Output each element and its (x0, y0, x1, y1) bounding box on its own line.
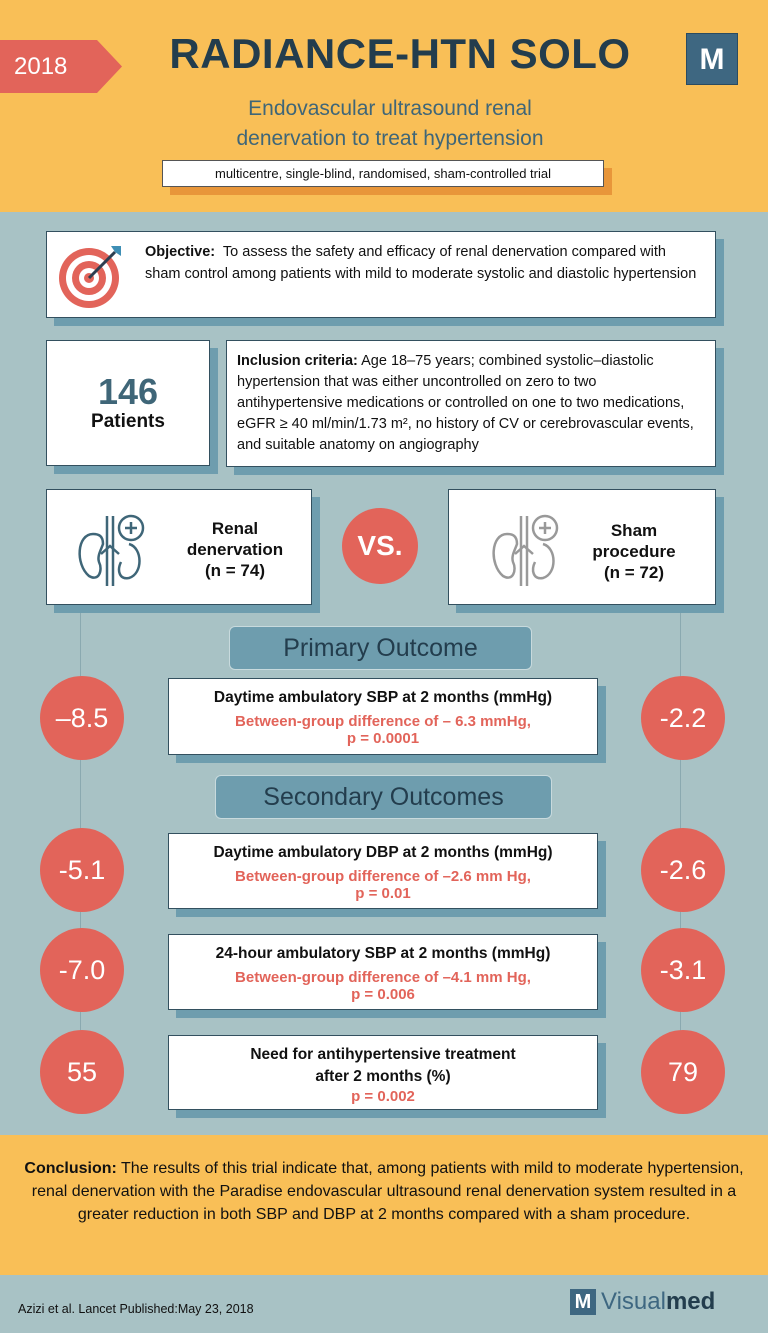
arm-sham-procedure: Sham procedure (n = 72) (448, 489, 716, 605)
patients-count: 146 (97, 371, 159, 412)
brand-name-a: Visual (601, 1288, 666, 1315)
brand-logo-mark: M (570, 1289, 596, 1315)
left-value-circle: -7.0 (40, 928, 124, 1012)
right-value-circle: -2.6 (641, 828, 725, 912)
outcome-box: 24-hour ambulatory SBP at 2 months (mmHg… (168, 934, 598, 1010)
page-title: RADIANCE-HTN SOLO (169, 30, 631, 77)
outcome-box: Daytime ambulatory SBP at 2 months (mmHg… (168, 678, 598, 755)
inclusion-box: Inclusion criteria: Age 18–75 years; com… (226, 340, 716, 467)
outcome-title: Daytime ambulatory SBP at 2 months (mmHg… (213, 689, 553, 706)
subtitle-line: denervation to treat hypertension (236, 127, 544, 150)
kidney-icon (78, 514, 145, 586)
logo: M (686, 33, 738, 85)
left-value-circle: –8.5 (40, 676, 124, 760)
kidney-icon (492, 514, 559, 586)
objective-text: To assess the safety and efficacy of ren… (145, 244, 697, 282)
conclusion: Conclusion: The results of this trial in… (0, 1135, 768, 1275)
primary-outcome-heading: Primary Outcome (229, 626, 532, 670)
arm-label-line: procedure (592, 542, 676, 561)
vs-badge: VS. (342, 508, 418, 584)
outcome-title: Need for antihypertensive treatment (250, 1046, 516, 1063)
outcome-box: Daytime ambulatory DBP at 2 months (mmHg… (168, 833, 598, 909)
year-tag: 2018 (0, 40, 122, 93)
outcome-difference: Between-group difference of – 6.3 mmHg, (235, 713, 531, 730)
arm-n: (n = 74) (205, 561, 265, 580)
patients-box: 146 Patients (46, 340, 210, 466)
outcome-p-value: p = 0.002 (351, 1088, 415, 1105)
subtitle-line: Endovascular ultrasound renal (248, 97, 532, 120)
outcome-p-value: p = 0.01 (355, 885, 411, 902)
inclusion-text: Age 18–75 years; combined systolic–diast… (237, 353, 694, 453)
secondary-outcomes-heading: Secondary Outcomes (215, 775, 552, 819)
objective-label: Objective: (145, 244, 216, 260)
right-value-circle: -2.2 (641, 676, 725, 760)
trial-design: multicentre, single-blind, randomised, s… (162, 160, 604, 187)
arm-label-line: Sham (610, 521, 658, 540)
objective-box: Objective: To assess the safety and effi… (46, 231, 716, 318)
arm-renal-denervation: Renal denervation (n = 74) (46, 489, 312, 605)
conclusion-text: The results of this trial indicate that,… (31, 1160, 744, 1223)
outcome-p-value: p = 0.006 (351, 986, 415, 1003)
outcome-title-line2: after 2 months (%) (315, 1068, 451, 1085)
outcome-box: Need for antihypertensive treatment afte… (168, 1035, 598, 1110)
arm-n: (n = 72) (604, 563, 664, 582)
patients-label: Patients (91, 411, 165, 432)
right-value-circle: -3.1 (641, 928, 725, 1012)
outcome-p-value: p = 0.0001 (346, 730, 420, 747)
inclusion-label: Inclusion criteria: (237, 353, 358, 369)
brand-name-b: med (665, 1288, 716, 1315)
outcome-difference: Between-group difference of –2.6 mm Hg, (235, 868, 531, 885)
subtitle: Endovascular ultrasound renal denervatio… (150, 94, 630, 154)
arm-label-line: denervation (186, 540, 284, 559)
left-value-circle: -5.1 (40, 828, 124, 912)
brand-logo: M Visualmed (570, 1288, 715, 1316)
conclusion-label: Conclusion: (24, 1160, 117, 1177)
outcome-difference: Between-group difference of –4.1 mm Hg, (235, 969, 531, 986)
left-value-circle: 55 (40, 1030, 124, 1114)
outcome-title: Daytime ambulatory DBP at 2 months (mmHg… (213, 844, 553, 861)
target-icon (59, 246, 121, 308)
right-value-circle: 79 (641, 1030, 725, 1114)
arm-label-line: Renal (211, 519, 259, 538)
citation: Azizi et al. Lancet Published:May 23, 20… (18, 1302, 254, 1316)
outcome-title: 24-hour ambulatory SBP at 2 months (mmHg… (215, 945, 551, 962)
